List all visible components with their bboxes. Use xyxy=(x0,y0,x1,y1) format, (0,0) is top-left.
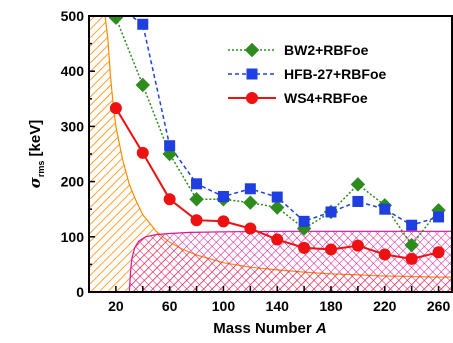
data-point-series3-8 xyxy=(325,243,337,256)
data-point-series3-4 xyxy=(217,215,230,228)
data-point-series1-5 xyxy=(243,195,258,210)
data-point-series3-10 xyxy=(378,248,391,261)
data-point-series3-5 xyxy=(244,222,257,235)
data-point-series3-6 xyxy=(271,233,284,246)
y-tick-label: 100 xyxy=(61,229,85,245)
series-lines xyxy=(115,16,440,260)
y-tick-label: 200 xyxy=(61,174,85,190)
y-axis-title: σrms [keV] xyxy=(26,120,46,188)
data-point-series3-2 xyxy=(163,193,176,206)
y-tick-label: 400 xyxy=(61,63,85,79)
legend-label: BW2+RBFoe xyxy=(284,42,369,58)
legend-item-1: BW2+RBFoe xyxy=(228,42,369,58)
x-tick-label: 20 xyxy=(108,298,124,314)
data-point-series1-6 xyxy=(270,200,285,215)
legend-marker xyxy=(244,42,260,58)
data-point-series3-3 xyxy=(190,214,203,227)
data-point-series2-6 xyxy=(271,191,283,203)
y-tick-label: 300 xyxy=(61,118,85,134)
shaded-region-1 xyxy=(89,16,452,292)
data-point-series3-1 xyxy=(136,146,149,159)
legend: BW2+RBFoe HFB-27+RBFoe WS4+RBFoe xyxy=(228,42,387,106)
axis-ticks xyxy=(88,15,440,293)
data-point-series1-0 xyxy=(108,16,124,25)
legend-item-3: WS4+RBFoe xyxy=(228,90,368,106)
y-tick-label: 500 xyxy=(61,8,85,24)
data-point-series1-9 xyxy=(350,177,366,192)
x-tick-label: 100 xyxy=(212,298,236,314)
data-point-series2-7 xyxy=(298,215,310,227)
data-point-series3-0 xyxy=(109,102,122,115)
axis-tick-labels: 20 60 100 140 180 220 260 0 100 200 300 400 500 xyxy=(61,8,451,314)
data-point-series2-0 xyxy=(111,0,121,10)
data-point-series3-12 xyxy=(432,246,445,259)
data-point-series2-4 xyxy=(217,191,229,203)
data-point-series1-3 xyxy=(189,192,204,207)
shaded-region-2 xyxy=(129,231,452,292)
legend-label: WS4+RBFoe xyxy=(284,90,368,106)
x-tick-label: 180 xyxy=(319,298,343,314)
x-tick-label: 220 xyxy=(373,298,397,314)
data-point-series2-11 xyxy=(406,219,418,231)
data-point-series2-10 xyxy=(379,203,391,215)
data-point-series3-11 xyxy=(405,252,418,265)
data-point-series2-5 xyxy=(244,183,256,195)
legend-marker xyxy=(246,68,258,80)
series-markers xyxy=(108,0,446,265)
y-tick-label: 0 xyxy=(76,284,84,300)
data-point-series2-1 xyxy=(137,18,149,30)
data-point-series1-1 xyxy=(135,77,150,93)
legend-marker xyxy=(246,92,258,104)
data-point-series2-2 xyxy=(164,140,176,152)
data-point-series2-12 xyxy=(433,211,445,223)
data-point-series2-3 xyxy=(191,178,203,190)
x-tick-label: 260 xyxy=(427,298,451,314)
data-point-series3-9 xyxy=(351,239,364,252)
x-tick-label: 60 xyxy=(162,298,178,314)
shaded-regions xyxy=(89,16,452,292)
data-point-series3-7 xyxy=(298,241,311,254)
shaded-region-boundary-2 xyxy=(128,230,452,292)
x-axis-title: Mass Number A xyxy=(213,320,326,337)
legend-label: HFB-27+RBFoe xyxy=(284,66,387,82)
data-point-series1-11 xyxy=(404,237,419,253)
legend-item-2: HFB-27+RBFoe xyxy=(228,66,387,82)
data-point-series2-9 xyxy=(352,195,364,207)
data-point-series2-8 xyxy=(325,206,337,218)
x-tick-label: 140 xyxy=(266,298,290,314)
